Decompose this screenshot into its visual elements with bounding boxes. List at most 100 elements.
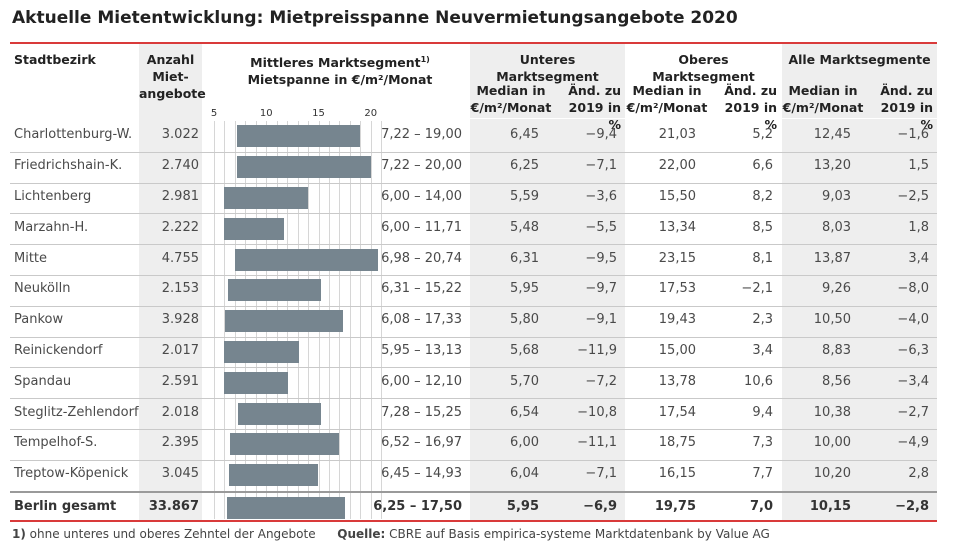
all-median-cell: 10,00 [813, 435, 851, 451]
upper-median-cell: 13,34 [658, 219, 696, 235]
district-name: Reinickendorf [14, 343, 103, 358]
header-lower-segment: Unteres Marktsegment [496, 52, 599, 84]
upper-change-cell: 7,7 [752, 466, 773, 482]
span-cell: 5,95 – 13,13 [381, 343, 462, 358]
axis-tick-label: 5 [210, 108, 218, 119]
upper-change-cell: −2,1 [741, 281, 773, 297]
header-count-line1: Anzahl [146, 52, 195, 67]
district-name: Spandau [14, 373, 72, 389]
span-cell: 6,00 – 14,00 [381, 189, 462, 204]
all-median-cell: 13,20 [813, 158, 851, 174]
row-divider [10, 429, 937, 430]
district-name: Mitte [14, 250, 48, 266]
rent-span-bar [224, 187, 309, 209]
count-cell: 4.755 [161, 250, 199, 266]
upper-change-cell: 8,5 [752, 219, 773, 235]
upper-median-cell: 16,15 [658, 466, 696, 482]
span-cell: 6,98 – 20,74 [381, 250, 462, 266]
upper-change-header: Änd. zu 2019 in % [724, 83, 777, 132]
rent-span-bar [229, 464, 318, 487]
footnote: 1) ohne unteres und oberes Zehntel der A… [12, 527, 770, 541]
row-divider [10, 398, 937, 400]
bottom-rule [10, 520, 937, 522]
all-change-cell: 2,8 [908, 466, 929, 482]
upper-change-cell: 6,6 [752, 158, 773, 174]
lower-change-cell: −11,9 [577, 343, 617, 358]
all-change-cell: −8,0 [897, 281, 929, 297]
count-cell: 2.153 [161, 281, 199, 297]
lower-column-shade [470, 119, 625, 521]
header-middle-footnote-mark: 1) [420, 55, 430, 64]
lower-median-cell: 5,95 [510, 281, 539, 297]
all-median-cell: 9,26 [822, 281, 851, 297]
header-count: Anzahl Miet- angebote [139, 51, 206, 102]
lower-change-cell: −9,1 [585, 312, 617, 328]
span-cell: 7,28 – 15,25 [381, 404, 462, 420]
all-change-cell: −1,6 [897, 127, 929, 143]
rent-span-bar [225, 310, 343, 333]
lower-median-cell: 6,54 [510, 404, 539, 420]
lower-median-cell: 6,00 [510, 435, 539, 451]
footnote-text: ohne unteres und oberes Zehntel der Ange… [29, 527, 316, 541]
row-divider [10, 182, 937, 184]
header-upper-segment: Oberes Marktsegment [652, 52, 755, 84]
district-name: Berlin gesamt [14, 499, 117, 514]
upper-change-cell: 9,4 [752, 404, 773, 420]
upper-median-cell: 15,00 [658, 343, 696, 358]
lower-change-cell: −3,6 [585, 189, 617, 204]
upper-median-cell: 13,78 [658, 373, 696, 389]
count-cell: 3.045 [161, 466, 199, 482]
span-cell: 6,45 – 14,93 [381, 466, 462, 482]
all-column-shade [782, 119, 937, 521]
axis-tick-label: 10 [259, 108, 273, 119]
row-divider [10, 367, 937, 369]
page-title: Aktuelle Mietentwicklung: Mietpreisspann… [12, 8, 738, 28]
rent-span-bar [237, 402, 322, 425]
axis-tick-label: 15 [312, 108, 325, 119]
all-median-cell: 9,03 [822, 189, 851, 204]
axis-gridline [349, 121, 351, 519]
row-divider [10, 336, 937, 338]
row-divider [10, 459, 937, 461]
count-cell: 33.867 [148, 499, 199, 514]
district-name: Pankow [14, 312, 64, 328]
lower-change-cell: −11,1 [577, 435, 617, 451]
lower-header-shade [470, 44, 625, 118]
upper-median-cell: 22,00 [658, 158, 696, 174]
lower-median-cell: 5,68 [510, 343, 539, 358]
upper-median-cell: 23,15 [658, 250, 696, 266]
lower-change-cell: −7,2 [585, 373, 617, 389]
district-name: Charlottenburg-W. [14, 127, 133, 143]
lower-change-cell: −6,9 [583, 499, 617, 514]
all-change-cell: 1,5 [908, 158, 929, 174]
upper-median-cell: 19,43 [658, 312, 696, 328]
rent-span-bar [223, 341, 299, 363]
upper-median-cell: 15,50 [658, 189, 696, 204]
lower-median-cell: 5,80 [510, 312, 539, 328]
span-cell: 6,00 – 11,71 [381, 219, 462, 235]
all-median-cell: 10,50 [813, 312, 851, 328]
span-cell: 6,31 – 15,22 [381, 281, 462, 297]
span-cell: 6,52 – 16,97 [381, 435, 462, 451]
upper-change-cell: 5,2 [752, 127, 773, 143]
district-name: Neukölln [14, 281, 71, 297]
upper-median-cell: 17,53 [658, 281, 696, 297]
header-middle-line1: Mittleres Marktsegment [250, 55, 421, 71]
upper-median-cell: 17,54 [658, 404, 696, 420]
lower-change-header: Änd. zu 2019 in % [568, 83, 621, 132]
rent-span-bar [227, 279, 321, 302]
lower-median-cell: 5,95 [506, 499, 539, 514]
upper-change-cell: 7,0 [749, 499, 773, 514]
row-divider [10, 305, 937, 307]
all-median-cell: 13,87 [813, 250, 851, 266]
axis-gridline [224, 121, 226, 519]
rent-span-bar [229, 433, 340, 456]
count-cell: 2.018 [161, 404, 199, 420]
upper-median-cell: 18,75 [658, 435, 696, 451]
lower-median-cell: 5,70 [510, 373, 539, 389]
all-change-cell: −3,4 [897, 373, 929, 389]
header-count-line3: angebote [139, 86, 206, 101]
rent-span-bar [224, 217, 285, 240]
lower-median-cell: 6,45 [510, 127, 539, 143]
axis-gridline [370, 121, 372, 519]
